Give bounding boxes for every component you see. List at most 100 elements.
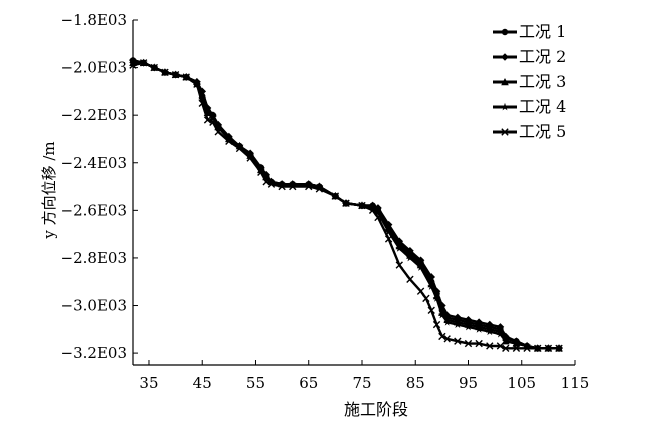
data-point xyxy=(486,342,494,350)
data-point xyxy=(129,61,137,69)
data-point xyxy=(150,63,158,72)
data-point xyxy=(395,237,404,246)
y-tick-label: −3.2E03 xyxy=(61,344,127,362)
data-point xyxy=(262,178,270,186)
data-point xyxy=(485,327,494,336)
data-point xyxy=(235,141,244,150)
data-point xyxy=(416,256,425,265)
x-tick-label: 85 xyxy=(406,374,425,392)
data-point xyxy=(496,329,505,338)
legend-item: 工况 3 xyxy=(493,72,566,91)
data-point xyxy=(395,261,403,269)
y-tick-label: −1.8E03 xyxy=(61,11,127,29)
y-tick-label: −3.0E03 xyxy=(61,297,127,315)
data-point xyxy=(182,73,190,81)
data-point xyxy=(438,332,446,341)
data-point xyxy=(171,71,180,79)
data-point xyxy=(523,344,531,353)
data-point xyxy=(395,244,404,252)
data-point xyxy=(416,263,425,271)
data-point xyxy=(475,339,483,348)
data-point xyxy=(384,235,393,243)
data-point xyxy=(485,320,494,329)
data-point xyxy=(555,344,563,353)
data-point xyxy=(267,180,276,188)
data-point xyxy=(278,182,286,191)
legend-item: 工况 5 xyxy=(493,122,566,141)
data-point xyxy=(496,323,505,331)
data-point xyxy=(443,317,452,326)
data-point xyxy=(305,182,313,191)
data-point xyxy=(475,318,483,326)
data-point xyxy=(193,80,201,88)
data-point xyxy=(139,59,148,67)
data-point xyxy=(443,335,451,343)
legend-item: 工况 1 xyxy=(493,22,566,41)
data-point xyxy=(214,128,222,136)
legend-label: 工况 4 xyxy=(519,97,566,116)
x-tick-label: 115 xyxy=(561,374,590,392)
data-point xyxy=(235,144,244,153)
legend-label: 工况 3 xyxy=(519,72,566,91)
data-point xyxy=(453,320,462,328)
data-point xyxy=(198,99,206,107)
data-point xyxy=(405,253,414,262)
data-point xyxy=(406,246,414,255)
data-point xyxy=(203,108,212,117)
series-line xyxy=(132,61,559,350)
data-point xyxy=(544,344,553,353)
data-point xyxy=(315,185,324,193)
data-point xyxy=(224,134,233,143)
data-point xyxy=(304,179,313,188)
data-point xyxy=(246,154,254,162)
data-point xyxy=(422,294,430,303)
x-tick-label: 35 xyxy=(139,374,158,392)
data-point xyxy=(384,227,393,236)
data-point xyxy=(523,341,532,350)
data-point xyxy=(496,342,505,350)
legend-marker xyxy=(501,53,509,61)
x-tick-label: 65 xyxy=(299,374,318,392)
data-point xyxy=(198,94,207,102)
x-tick-label: 95 xyxy=(459,374,478,392)
y-tick-label: −2.8E03 xyxy=(61,249,127,267)
legend: 工况 1 工况 2 工况 3 工况 4 工况 5 xyxy=(493,22,566,141)
y-axis-label: y 方向位移 /m xyxy=(40,141,58,239)
data-point xyxy=(246,151,255,160)
data-point xyxy=(368,206,377,215)
data-point xyxy=(267,177,276,186)
data-point xyxy=(214,122,223,131)
data-point xyxy=(262,172,271,181)
data-point xyxy=(161,68,169,77)
series-3 xyxy=(129,58,563,352)
data-point xyxy=(358,201,366,210)
data-point xyxy=(129,56,137,64)
data-point xyxy=(342,199,350,207)
x-tick-label: 55 xyxy=(246,374,265,392)
series-5 xyxy=(129,59,563,353)
data-point xyxy=(443,311,451,319)
data-point xyxy=(209,118,217,127)
data-point xyxy=(373,208,382,217)
x-tick-label: 45 xyxy=(193,374,212,392)
legend-marker xyxy=(501,28,509,36)
data-point xyxy=(315,182,324,190)
data-point xyxy=(512,344,521,353)
x-tick-label: 75 xyxy=(352,374,371,392)
data-point xyxy=(432,287,441,296)
data-point xyxy=(534,344,542,353)
data-point xyxy=(288,179,297,188)
y-tick-label: −2.6E03 xyxy=(61,201,127,219)
data-point xyxy=(464,339,473,348)
legend-marker xyxy=(501,128,509,136)
data-point xyxy=(374,213,382,222)
data-point xyxy=(501,332,510,341)
data-point xyxy=(278,179,287,188)
axes: −1.8E03 −2.0E03 −2.2E03 −2.4E03 −2.6E03 −2.8E… xyxy=(61,11,590,392)
data-point xyxy=(208,113,217,121)
legend-label: 工况 2 xyxy=(519,47,566,66)
data-point xyxy=(368,203,377,212)
data-point xyxy=(256,165,265,174)
data-point xyxy=(502,344,510,353)
legend-marker xyxy=(501,78,509,86)
